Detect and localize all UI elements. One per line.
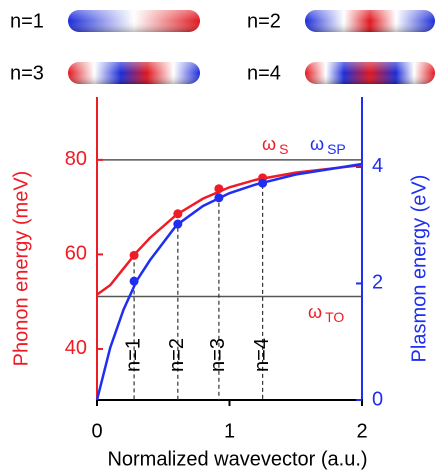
phonon-marker xyxy=(173,209,183,219)
mode-label: n=3 xyxy=(207,338,229,372)
mode-label: n=2 xyxy=(166,338,188,372)
mode-label: n=4 xyxy=(247,62,281,84)
mode-panel: n=1 n=2 n=3 n=4 xyxy=(10,10,435,84)
plasmon-marker xyxy=(214,193,224,203)
phonon-marker xyxy=(214,184,224,194)
x-axis-label: Normalized wavevector (a.u.) xyxy=(107,448,367,470)
annotation-symbol: ω xyxy=(262,134,276,154)
rod-shade xyxy=(68,10,200,32)
y-axis-label: Phonon energy (meV) xyxy=(10,171,32,367)
y2-axis-label: Plasmon energy (eV) xyxy=(408,175,430,363)
plasmon-marker xyxy=(129,276,139,286)
mode-label: n=1 xyxy=(10,10,44,32)
mode-label: n=3 xyxy=(10,62,44,84)
x-tick-label: 2 xyxy=(356,420,367,442)
mode-label: n=2 xyxy=(247,10,281,32)
annotation: ω SP xyxy=(310,134,346,157)
phonon-marker xyxy=(129,250,139,260)
annotation-symbol: ω xyxy=(308,302,322,322)
y-tick-label: 40 xyxy=(65,337,87,359)
plasmon-marker xyxy=(173,219,183,229)
annotation-subscript: SP xyxy=(327,141,346,157)
y-tick-label: 80 xyxy=(65,148,87,170)
annotation-subscript: TO xyxy=(325,309,344,325)
y2-tick-label: 2 xyxy=(372,272,383,294)
rod-shade xyxy=(68,62,200,84)
annotation-symbol: ω xyxy=(310,134,324,154)
x-tick-label: 0 xyxy=(91,420,102,442)
annotation: ω TO xyxy=(308,302,344,325)
curve xyxy=(96,163,363,296)
y2-tick-label: 4 xyxy=(372,155,383,177)
mode-label: n=1 xyxy=(122,338,144,372)
rod-shade xyxy=(305,62,435,84)
rod-shade xyxy=(305,10,435,32)
x-tick-label: 1 xyxy=(224,420,235,442)
plasmon-marker xyxy=(258,178,268,188)
annotation-subscript: S xyxy=(279,141,288,157)
mode-label: n=4 xyxy=(251,338,273,372)
y2-tick-label: 0 xyxy=(372,388,383,410)
y-tick-label: 60 xyxy=(65,243,87,265)
